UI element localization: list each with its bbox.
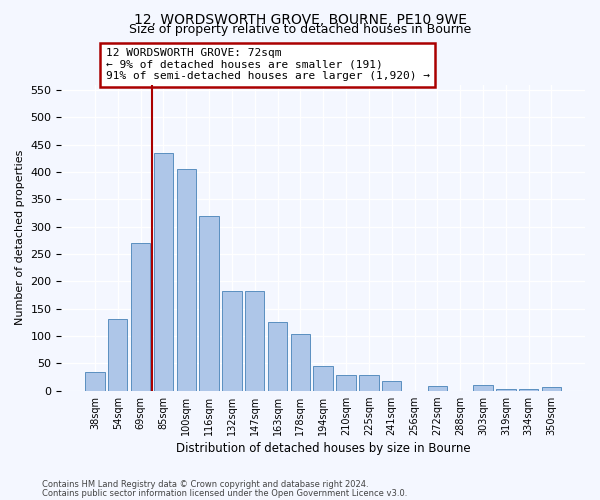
Bar xyxy=(85,372,104,390)
Bar xyxy=(313,366,333,390)
Text: 12, WORDSWORTH GROVE, BOURNE, PE10 9WE: 12, WORDSWORTH GROVE, BOURNE, PE10 9WE xyxy=(133,12,467,26)
Bar xyxy=(108,319,127,390)
X-axis label: Distribution of detached houses by size in Bourne: Distribution of detached houses by size … xyxy=(176,442,470,455)
Text: Contains public sector information licensed under the Open Government Licence v3: Contains public sector information licen… xyxy=(42,489,407,498)
Bar xyxy=(131,243,150,390)
Bar xyxy=(428,386,447,390)
Text: Contains HM Land Registry data © Crown copyright and database right 2024.: Contains HM Land Registry data © Crown c… xyxy=(42,480,368,489)
Bar xyxy=(496,389,515,390)
Bar xyxy=(519,389,538,390)
Bar xyxy=(473,385,493,390)
Text: Size of property relative to detached houses in Bourne: Size of property relative to detached ho… xyxy=(129,22,471,36)
Bar xyxy=(245,290,265,390)
Bar xyxy=(154,153,173,390)
Bar xyxy=(290,334,310,390)
Bar xyxy=(268,322,287,390)
Text: 12 WORDSWORTH GROVE: 72sqm
← 9% of detached houses are smaller (191)
91% of semi: 12 WORDSWORTH GROVE: 72sqm ← 9% of detac… xyxy=(106,48,430,82)
Bar xyxy=(176,170,196,390)
Bar xyxy=(359,376,379,390)
Y-axis label: Number of detached properties: Number of detached properties xyxy=(15,150,25,326)
Bar xyxy=(199,216,219,390)
Bar xyxy=(542,388,561,390)
Bar xyxy=(222,290,242,390)
Bar xyxy=(337,376,356,390)
Bar xyxy=(382,382,401,390)
